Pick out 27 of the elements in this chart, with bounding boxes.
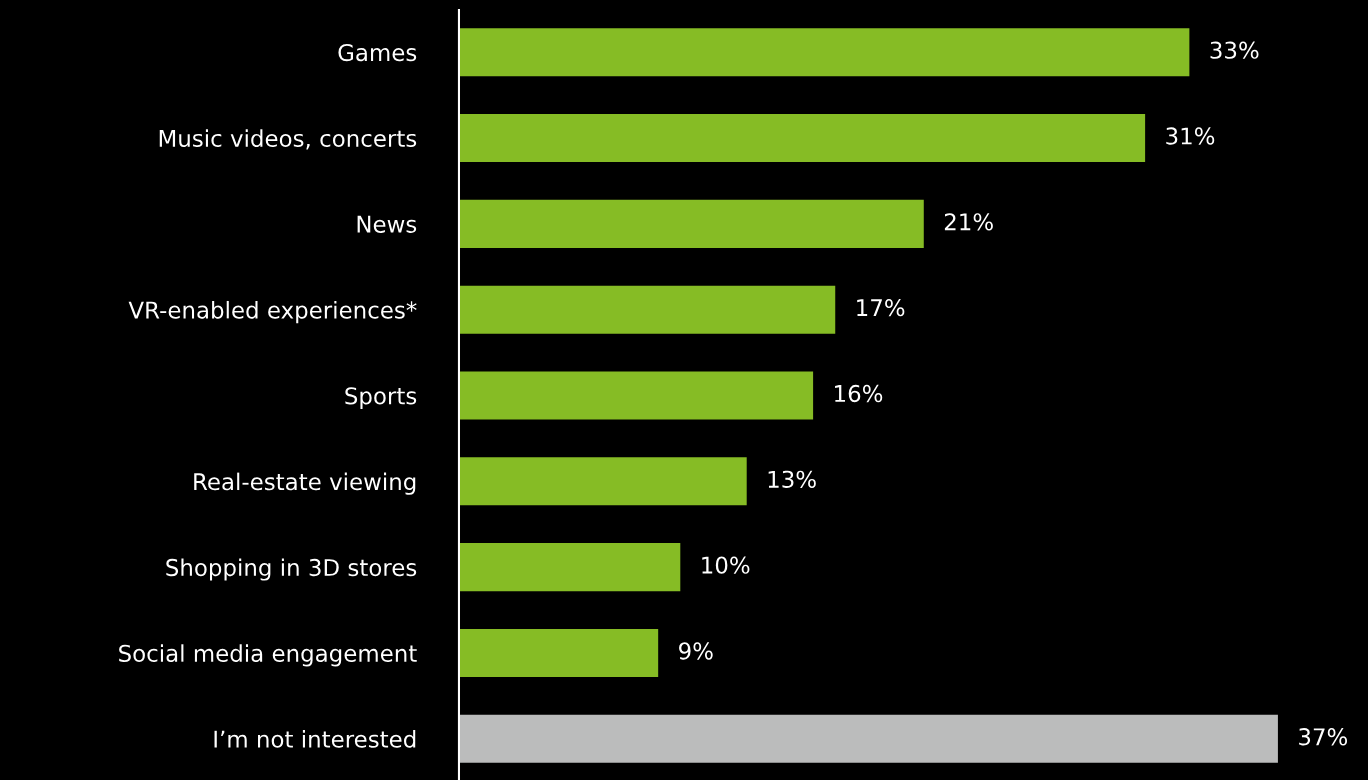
bar — [458, 113, 1146, 163]
y-tick-label: Shopping in 3D stores — [166, 558, 417, 581]
y-tick-label: Games — [338, 43, 417, 62]
data-label: 16% — [835, 384, 883, 403]
bar — [458, 457, 747, 506]
y-tick-label: Real-estate viewing — [194, 472, 416, 495]
bar — [458, 628, 659, 678]
bar — [458, 199, 924, 248]
bar — [458, 543, 681, 592]
data-label: 37% — [1299, 728, 1348, 746]
data-label: 13% — [768, 470, 816, 488]
data-label: 33% — [1210, 41, 1259, 59]
y-tick-label: Social media engagement — [119, 644, 417, 667]
bar — [458, 285, 836, 334]
data-label: 21% — [944, 213, 993, 231]
bar — [458, 714, 1278, 763]
data-label: 10% — [702, 556, 750, 574]
bar — [458, 371, 814, 420]
data-label: 31% — [1166, 127, 1215, 145]
y-tick-label: I’m not interested — [214, 730, 416, 748]
y-tick-label: News — [357, 215, 417, 233]
y-tick-label: Music videos, concerts — [159, 129, 417, 150]
bar — [458, 28, 1190, 77]
y-tick-label: VR-enabled experiences* — [128, 300, 417, 324]
data-label: 17% — [857, 298, 905, 317]
data-label: 9% — [679, 642, 713, 660]
y-tick-label: Sports — [345, 387, 417, 409]
